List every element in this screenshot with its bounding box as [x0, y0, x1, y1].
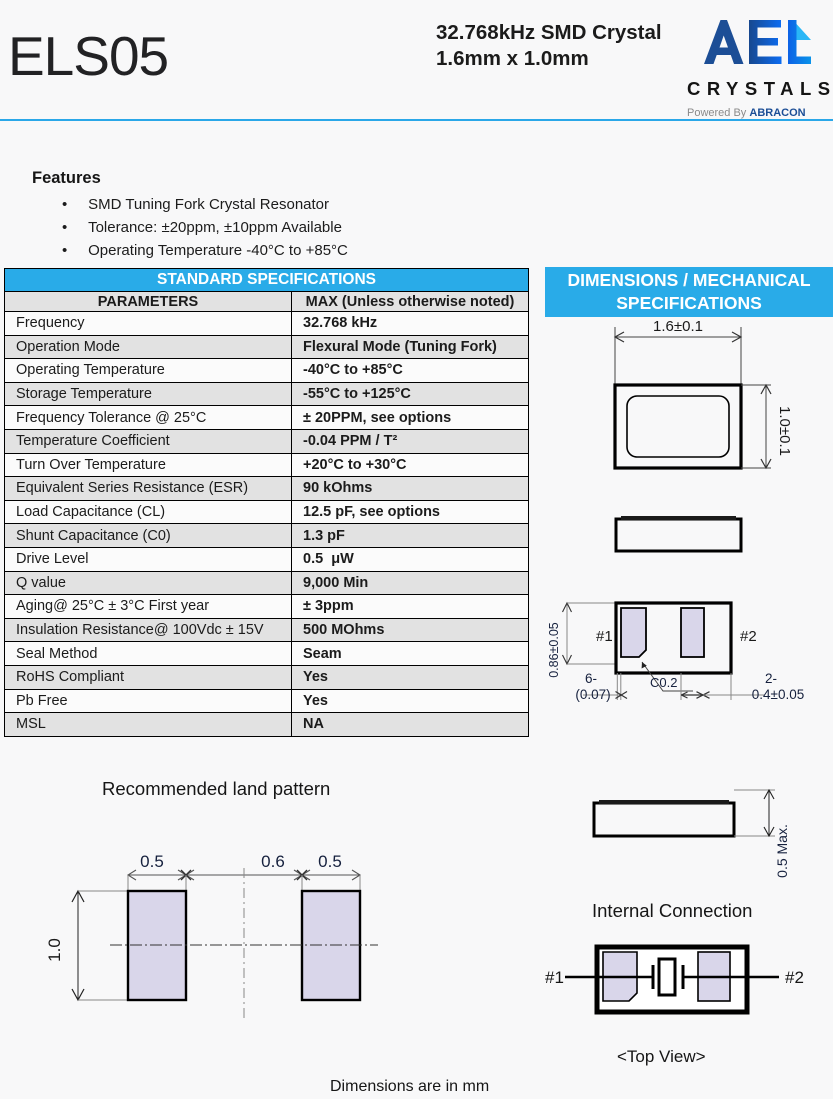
svg-text:0.4±0.05: 0.4±0.05	[752, 687, 804, 702]
svg-text:1.0±0.1: 1.0±0.1	[776, 406, 793, 456]
svg-text:0.6: 0.6	[261, 852, 285, 871]
svg-text:#2: #2	[785, 968, 804, 987]
svg-text:#2: #2	[740, 628, 757, 645]
svg-text:(0.07): (0.07)	[575, 687, 610, 702]
svg-text:C0.2: C0.2	[650, 675, 677, 690]
svg-text:0.5: 0.5	[318, 852, 342, 871]
svg-text:#1: #1	[545, 968, 564, 987]
svg-text:#1: #1	[596, 628, 613, 645]
svg-text:1.6±0.1: 1.6±0.1	[653, 318, 703, 335]
svg-text:0.86±0.05: 0.86±0.05	[547, 622, 561, 678]
svg-text:2-: 2-	[765, 671, 777, 686]
svg-text:0.5 Max.: 0.5 Max.	[774, 824, 790, 878]
svg-text:0.5: 0.5	[140, 852, 164, 871]
svg-text:1.0: 1.0	[45, 938, 64, 962]
svg-text:6-: 6-	[585, 671, 597, 686]
